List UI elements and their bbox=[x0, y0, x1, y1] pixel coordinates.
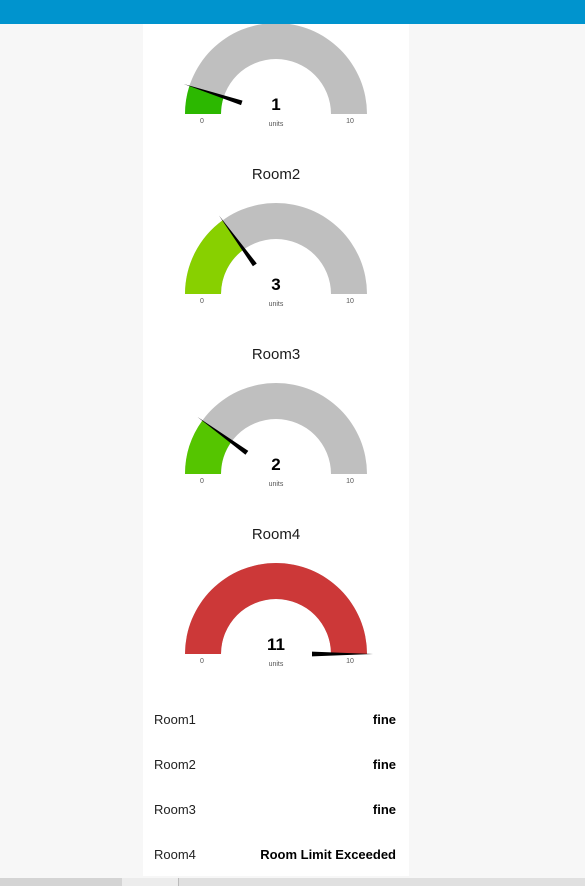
bottom-taskbar bbox=[0, 878, 585, 886]
gauge-track bbox=[185, 24, 367, 114]
gauge-track bbox=[185, 383, 367, 474]
gauge-needle bbox=[218, 215, 257, 267]
gauge-room2-title: Room2 bbox=[251, 166, 301, 183]
status-value: Room Limit Exceeded bbox=[260, 847, 396, 862]
gauge-room4-title: Room4 bbox=[251, 526, 301, 543]
top-app-bar bbox=[0, 0, 585, 24]
status-label: Room4 bbox=[154, 847, 196, 862]
gauge-fill bbox=[185, 220, 244, 294]
status-label: Room2 bbox=[154, 757, 196, 772]
gauge-room4-value: 11 bbox=[267, 635, 285, 654]
status-label: Room3 bbox=[154, 802, 196, 817]
gauge-room3-value: 2 bbox=[271, 455, 281, 474]
gauge-room3-max: 10 bbox=[346, 478, 354, 485]
gauge-room3-title: Room3 bbox=[251, 346, 301, 363]
taskbar-divider bbox=[178, 878, 179, 886]
taskbar-segment bbox=[0, 878, 122, 886]
gauge-room4-units: units bbox=[268, 661, 284, 668]
gauge-room4-max: 10 bbox=[346, 658, 354, 665]
gauge-room2-max: 10 bbox=[346, 298, 354, 305]
gauge-room3-units: units bbox=[268, 481, 284, 488]
gauges-canvas bbox=[183, 24, 373, 657]
status-value: fine bbox=[372, 802, 396, 817]
gauge-room3-min: 0 bbox=[200, 478, 204, 485]
status-row-room2: Room2 fine bbox=[154, 757, 396, 777]
gauge-room2-units: units bbox=[268, 301, 284, 308]
gauge-needle bbox=[312, 651, 373, 657]
gauge-needle bbox=[197, 416, 249, 455]
status-row-room1: Room1 fine bbox=[154, 712, 396, 732]
gauge-fill bbox=[185, 85, 224, 114]
status-value: fine bbox=[372, 757, 396, 772]
gauge-needle bbox=[183, 84, 243, 106]
status-label: Room1 bbox=[154, 712, 196, 727]
gauge-room1-min: 0 bbox=[200, 118, 204, 125]
status-row-room3: Room3 fine bbox=[154, 802, 396, 822]
gauge-room4-min: 0 bbox=[200, 658, 204, 665]
gauge-room2-value: 3 bbox=[271, 275, 281, 294]
status-row-room4: Room4 Room Limit Exceeded bbox=[154, 847, 396, 867]
dashboard-card: 1 units 0 10 Room2 3 units 0 10 Room3 2 … bbox=[143, 24, 409, 876]
status-value: fine bbox=[372, 712, 396, 727]
gauge-room1-units: units bbox=[268, 121, 284, 128]
gauge-fill bbox=[185, 563, 367, 654]
gauge-room1-max: 10 bbox=[346, 118, 354, 125]
gauge-room1-value: 1 bbox=[271, 95, 281, 114]
gauge-room2-min: 0 bbox=[200, 298, 204, 305]
gauge-track bbox=[185, 203, 367, 294]
taskbar-segment bbox=[122, 878, 178, 886]
